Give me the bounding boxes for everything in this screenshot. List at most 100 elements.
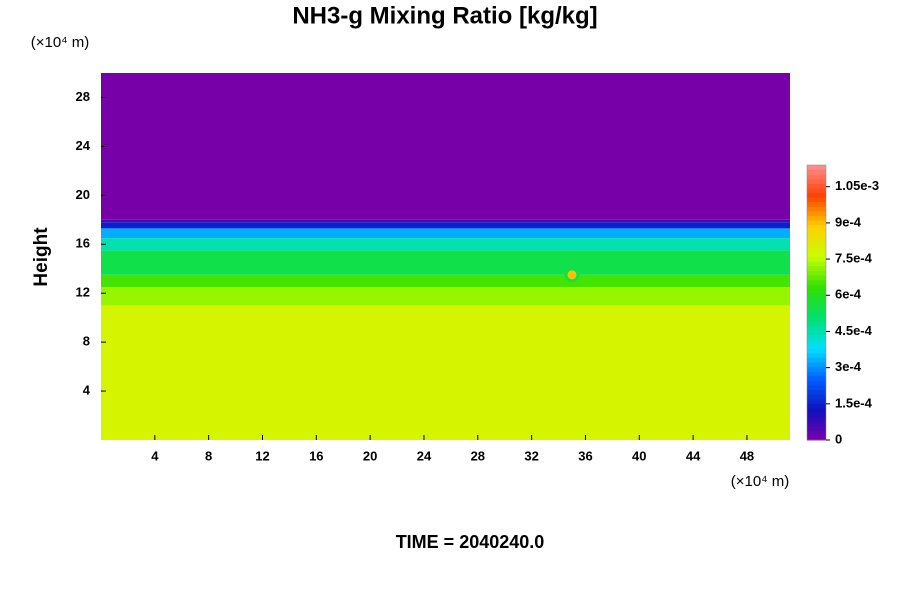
colorbar-segment [807, 430, 826, 436]
colorbar-segment [807, 348, 826, 354]
colorbar-segment [807, 398, 826, 404]
colorbar-segment [807, 421, 826, 427]
colorbar-segment [807, 261, 826, 267]
colorbar-segment [807, 165, 826, 171]
colorbar-segment [807, 316, 826, 322]
x-tick-label: 36 [578, 448, 592, 463]
colorbar-tick-label: 9e-4 [835, 214, 862, 229]
colorbar-segment [807, 284, 826, 290]
heatmap-band [101, 305, 790, 440]
chart-title: NH3-g Mixing Ratio [kg/kg] [292, 2, 597, 29]
colorbar-segment [807, 385, 826, 391]
y-tick-label: 4 [83, 383, 91, 398]
colorbar-segment [807, 238, 826, 244]
time-label: TIME = 2040240.0 [396, 532, 545, 552]
colorbar-segment [807, 192, 826, 198]
colorbar-segment [807, 371, 826, 377]
colorbar-segment [807, 339, 826, 345]
colorbar-segment [807, 380, 826, 386]
colorbar-segment [807, 187, 826, 193]
colorbar-segment [807, 197, 826, 203]
colorbar-segment [807, 357, 826, 363]
colorbar-segment [807, 343, 826, 349]
colorbar-segment [807, 407, 826, 413]
x-tick-label: 4 [151, 448, 159, 463]
colorbar-segment [807, 229, 826, 235]
colorbar-segment [807, 330, 826, 336]
hotspot [564, 267, 580, 283]
colorbar-segment [807, 435, 826, 441]
y-tick-label: 16 [76, 236, 90, 251]
colorbar-segment [807, 169, 826, 175]
colorbar-segment [807, 174, 826, 180]
colorbar-segment [807, 270, 826, 276]
colorbar-segment [807, 247, 826, 253]
colorbar-segment [807, 426, 826, 432]
colorbar-segment [807, 275, 826, 281]
x-tick-label: 44 [686, 448, 701, 463]
x-unit: (×10⁴ m) [731, 473, 790, 490]
colorbar-segment [807, 279, 826, 285]
colorbar-segment [807, 417, 826, 423]
colorbar-tick-label: 3e-4 [835, 359, 862, 374]
x-tick-label: 20 [363, 448, 377, 463]
heatmap-band [101, 274, 790, 288]
colorbar-tick-label: 4.5e-4 [835, 323, 873, 338]
y-unit: (×10⁴ m) [31, 34, 90, 51]
colorbar-segment [807, 311, 826, 317]
colorbar-segment [807, 215, 826, 221]
heatmap-band [101, 222, 790, 229]
colorbar-segment [807, 362, 826, 368]
heatmap-band [101, 238, 790, 251]
x-tick-label: 8 [205, 448, 212, 463]
y-tick-label: 28 [76, 89, 90, 104]
x-tick-label: 16 [309, 448, 323, 463]
colorbar-segment [807, 334, 826, 340]
x-tick-label: 32 [524, 448, 538, 463]
colorbar-segment [807, 206, 826, 212]
colorbar-tick-label: 1.5e-4 [835, 395, 873, 410]
colorbar-segment [807, 366, 826, 372]
colorbar-segment [807, 394, 826, 400]
x-tick-label: 40 [632, 448, 646, 463]
colorbar-tick-label: 0 [835, 431, 842, 446]
colorbar-tick-label: 6e-4 [835, 287, 862, 302]
y-axis-label: Height [31, 227, 52, 287]
colorbar-segment [807, 256, 826, 262]
colorbar-segment [807, 297, 826, 303]
x-tick-label: 12 [255, 448, 269, 463]
y-tick-label: 12 [76, 285, 90, 300]
colorbar-segment [807, 307, 826, 313]
y-tick-label: 24 [76, 138, 91, 153]
colorbar-tick-label: 1.05e-3 [835, 178, 879, 193]
colorbar-segment [807, 265, 826, 271]
colorbar-segment [807, 325, 826, 331]
colorbar-segment [807, 178, 826, 184]
colorbar-segment [807, 389, 826, 395]
colorbar-segment [807, 320, 826, 326]
colorbar-segment [807, 403, 826, 409]
colorbar-segment [807, 352, 826, 358]
x-tick-label: 48 [740, 448, 754, 463]
colorbar-segment [807, 302, 826, 308]
colorbar-segment [807, 220, 826, 226]
colorbar-tick-label: 7.5e-4 [835, 251, 873, 266]
colorbar-segment [807, 201, 826, 207]
colorbar-segment [807, 183, 826, 189]
colorbar-segment [807, 375, 826, 381]
heatmap-band [101, 250, 790, 275]
y-tick-label: 8 [83, 334, 90, 349]
heatmap-band [101, 228, 790, 239]
colorbar-segment [807, 412, 826, 418]
x-tick-label: 28 [471, 448, 485, 463]
colorbar-frame [806, 164, 827, 441]
y-tick-label: 20 [76, 187, 90, 202]
colorbar-segment [807, 224, 826, 230]
colorbar-segment [807, 233, 826, 239]
colorbar-segment [807, 288, 826, 294]
heatmap-band [101, 219, 790, 223]
colorbar-segment [807, 293, 826, 299]
colorbar-segment [807, 252, 826, 258]
x-tick-label: 24 [417, 448, 432, 463]
